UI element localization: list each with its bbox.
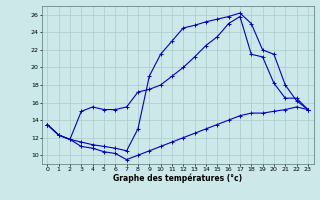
- X-axis label: Graphe des températures (°c): Graphe des températures (°c): [113, 173, 242, 183]
